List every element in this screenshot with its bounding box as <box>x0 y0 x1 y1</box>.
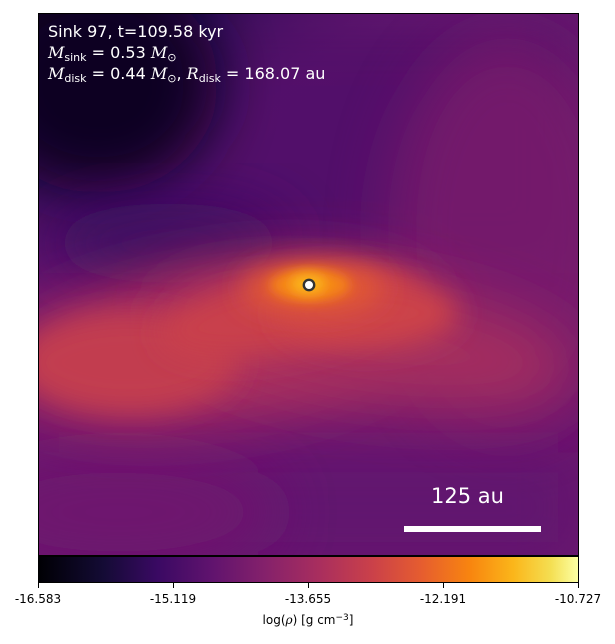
scalebar <box>404 526 541 532</box>
sink-mass-label: Msink = 0.53 M⊙ <box>48 43 177 64</box>
colorbar-tick-label: -12.191 <box>419 592 467 606</box>
colorbar-tick-label: -10.727 <box>554 592 602 606</box>
sink-marker-circle <box>302 278 316 292</box>
disk-properties-label: Mdisk = 0.44 M⊙, Rdisk = 168.07 au <box>48 64 326 85</box>
colorbar-tick-label: -15.119 <box>149 592 197 606</box>
colorbar-tick <box>443 583 444 588</box>
density-map: Sink 97, t=109.58 kyr Msink = 0.53 M⊙ Md… <box>38 13 579 556</box>
colorbar-tick-label: -16.583 <box>14 592 62 606</box>
colorbar-tick <box>578 583 579 588</box>
colorbar-tick-label: -13.655 <box>284 592 332 606</box>
density-image <box>39 14 578 555</box>
colorbar-tick <box>173 583 174 588</box>
colorbar <box>38 556 579 583</box>
sink-marker <box>302 278 316 292</box>
scalebar-label: 125 au <box>431 484 504 508</box>
colorbar-label: log(ρ) [g cm−3] <box>262 613 354 627</box>
plot-title: Sink 97, t=109.58 kyr <box>48 22 224 41</box>
colorbar-tick <box>38 583 39 588</box>
colorbar-tick <box>308 583 309 588</box>
